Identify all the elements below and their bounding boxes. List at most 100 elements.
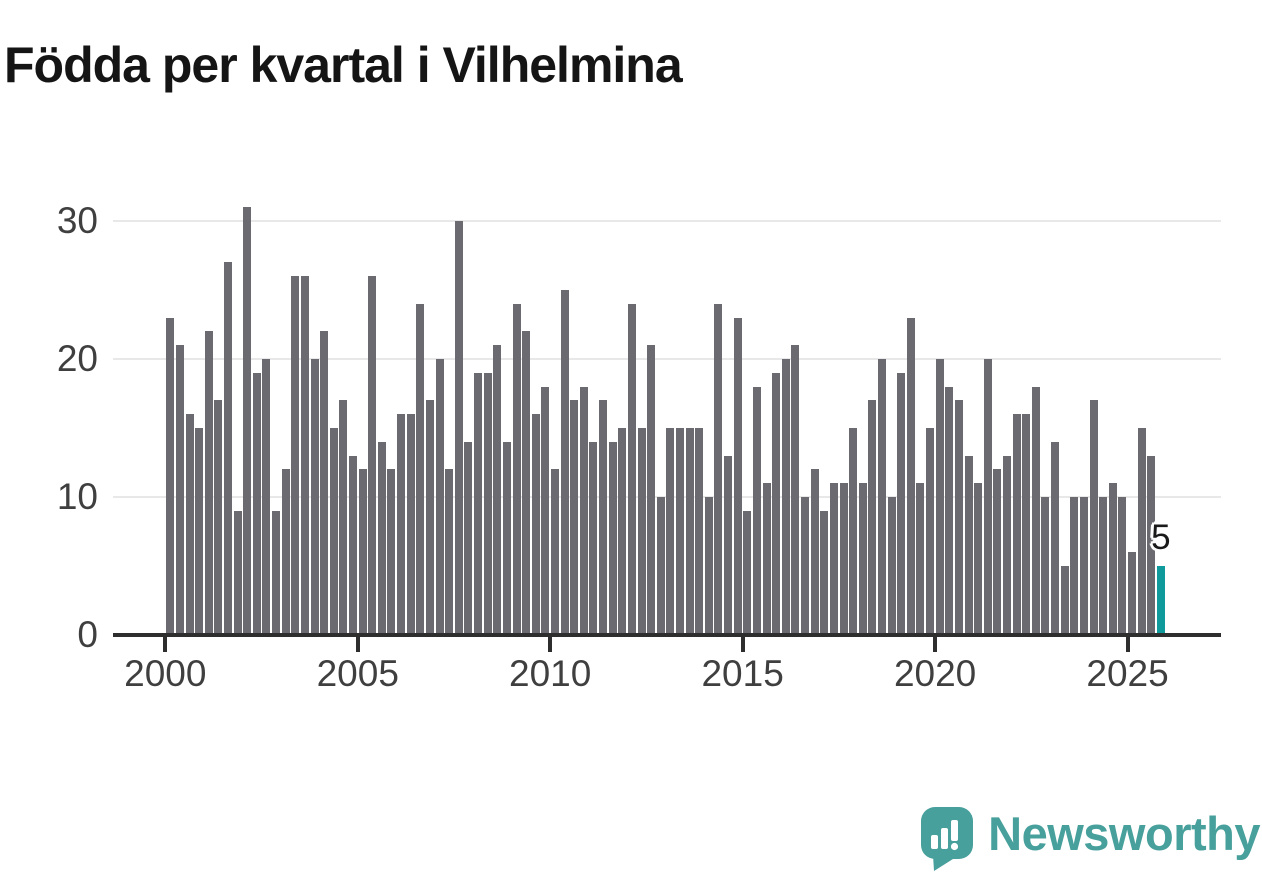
bar	[1012, 414, 1021, 635]
bar	[1147, 455, 1156, 635]
bar	[810, 469, 819, 635]
bar	[1089, 400, 1098, 635]
x-axis-tick	[1125, 637, 1130, 652]
x-axis-tick-label: 2000	[124, 653, 207, 694]
bar	[349, 455, 358, 635]
bar	[502, 441, 511, 635]
x-axis-tick	[548, 637, 553, 652]
x-axis-tick	[740, 637, 745, 652]
bar	[166, 317, 175, 635]
bar	[685, 428, 694, 635]
bar	[695, 428, 704, 635]
newsworthy-logo-text: Newsworthy	[988, 806, 1260, 860]
bar	[397, 414, 406, 635]
bar	[599, 400, 608, 635]
bar	[762, 483, 771, 635]
bar	[801, 497, 810, 635]
bar	[406, 414, 415, 635]
y-axis-tick-label: 30	[56, 200, 98, 241]
y-axis-tick-label: 20	[56, 338, 98, 379]
bar	[214, 400, 223, 635]
page-title: Födda per kvartal i Vilhelmina	[4, 36, 683, 93]
bar	[454, 221, 463, 635]
highlight-value-label: 5	[1151, 518, 1171, 557]
bar	[647, 345, 656, 635]
bar	[676, 428, 685, 635]
bar	[666, 428, 675, 635]
bar	[906, 317, 915, 635]
bar	[820, 510, 829, 635]
bar	[175, 345, 184, 635]
x-axis-tick-label: 2010	[509, 653, 592, 694]
bar	[320, 331, 329, 635]
bar	[445, 469, 454, 635]
bar	[252, 372, 261, 635]
bar	[272, 510, 281, 635]
gridline-30	[113, 220, 1221, 222]
bar	[935, 359, 944, 635]
newsworthy-logo[interactable]: Newsworthy	[919, 805, 1260, 871]
bar	[464, 441, 473, 635]
bar	[387, 469, 396, 635]
bar	[926, 428, 935, 635]
bar	[974, 483, 983, 635]
bar	[993, 469, 1002, 635]
bar	[983, 359, 992, 635]
bar	[377, 441, 386, 635]
x-axis-tick	[933, 637, 938, 652]
bar	[358, 469, 367, 635]
bar	[560, 290, 569, 635]
x-axis-tick-label: 2005	[316, 653, 399, 694]
bar	[589, 441, 598, 635]
bar	[964, 455, 973, 635]
bar	[627, 303, 636, 635]
bar	[185, 414, 194, 635]
bar	[858, 483, 867, 635]
bar	[714, 303, 723, 635]
bar	[1128, 552, 1137, 635]
bar	[233, 510, 242, 635]
bar	[1099, 497, 1108, 635]
bar	[618, 428, 627, 635]
bar	[1108, 483, 1117, 635]
bar	[839, 483, 848, 635]
bar	[849, 428, 858, 635]
bar	[310, 359, 319, 635]
bar	[435, 359, 444, 635]
bar	[368, 276, 377, 635]
x-axis-tick	[355, 637, 360, 652]
bar	[522, 331, 531, 635]
x-axis-line	[113, 633, 1221, 637]
bar	[204, 331, 213, 635]
x-axis-tick-label: 2020	[893, 653, 977, 694]
bar	[791, 345, 800, 635]
x-axis-tick-label: 2025	[1086, 653, 1169, 694]
bar	[945, 386, 954, 635]
bar	[724, 455, 733, 635]
x-axis-tick-label: 2015	[701, 653, 784, 694]
bar	[291, 276, 300, 635]
bar	[570, 400, 579, 635]
bar	[1031, 386, 1040, 635]
bar	[474, 372, 483, 635]
bar	[531, 414, 540, 635]
bar	[897, 372, 906, 635]
bar	[772, 372, 781, 635]
x-axis-tick	[163, 637, 168, 652]
bar	[541, 386, 550, 635]
bar	[877, 359, 886, 635]
bar	[733, 317, 742, 635]
bar	[954, 400, 963, 635]
bar	[493, 345, 502, 635]
bar	[829, 483, 838, 635]
bar	[868, 400, 877, 635]
bar	[1079, 497, 1088, 635]
bar	[329, 428, 338, 635]
bar	[1070, 497, 1079, 635]
bar	[916, 483, 925, 635]
y-axis-tick-label: 0	[77, 614, 98, 655]
bar	[1041, 497, 1050, 635]
bar	[1137, 428, 1146, 635]
bar	[887, 497, 896, 635]
